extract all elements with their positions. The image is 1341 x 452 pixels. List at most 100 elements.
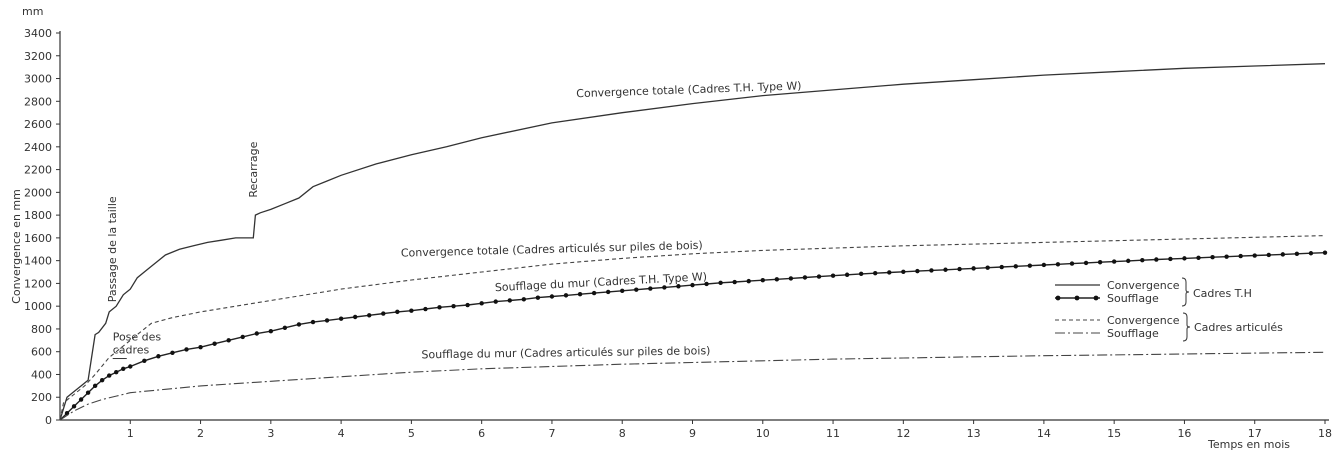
y-tick-label: 1200 — [24, 277, 52, 290]
series-point-2 — [352, 314, 358, 320]
series-point-2 — [690, 282, 695, 288]
series-point-2 — [648, 286, 653, 291]
series-point-2 — [451, 303, 456, 309]
legend-dot — [1093, 295, 1099, 301]
y-unit-label: mm — [22, 5, 43, 18]
series-point-2 — [198, 344, 203, 350]
series-point-2 — [605, 289, 611, 295]
series-point-2 — [1013, 264, 1018, 269]
series-point-2 — [240, 334, 245, 340]
series-point-2 — [507, 298, 512, 303]
series-point-2 — [887, 270, 892, 275]
y-tick-label: 1800 — [24, 209, 52, 222]
series-point-2 — [844, 272, 850, 277]
y-tick-label: 3400 — [24, 27, 52, 40]
series-point-2 — [296, 322, 302, 327]
x-tick-label: 14 — [1037, 427, 1051, 440]
series-point-2 — [1140, 257, 1145, 263]
series-point-2 — [1308, 251, 1314, 256]
series-point-2 — [788, 276, 794, 281]
series-point-2 — [381, 311, 386, 316]
series-point-2 — [999, 264, 1004, 270]
annotation-line: Pose des — [113, 330, 162, 343]
y-tick-label: 2200 — [24, 164, 52, 177]
series-line-0 — [59, 63, 1326, 421]
series-point-2 — [577, 292, 583, 297]
legend-group-art: Cadres articulés — [1194, 321, 1283, 334]
series-point-2 — [1280, 252, 1286, 257]
y-tick-label: 1400 — [24, 255, 52, 268]
x-tick-label: 18 — [1318, 427, 1332, 440]
series-point-2 — [212, 341, 217, 346]
series-point-2 — [170, 350, 175, 356]
x-tick-label: 7 — [548, 427, 555, 440]
annotation-lbl_souf_art: Soufflage du mur (Cadres articulés sur p… — [421, 344, 710, 361]
series-point-2 — [1069, 261, 1075, 266]
y-tick-label: 3000 — [24, 73, 52, 86]
series-point-2 — [367, 313, 372, 318]
series-point-2 — [873, 270, 878, 276]
y-tick-label: 400 — [31, 368, 52, 381]
series-point-2 — [106, 373, 112, 378]
series-point-2 — [85, 390, 91, 395]
series-point-2 — [732, 279, 737, 285]
series-line-1 — [59, 235, 1326, 421]
y-tick-label: 800 — [31, 323, 52, 336]
series-point-2 — [802, 275, 808, 280]
axes — [59, 31, 1329, 421]
series-point-2 — [1238, 253, 1243, 259]
series-point-2 — [746, 278, 751, 284]
x-tick-label: 2 — [197, 427, 204, 440]
legend-label-3: Soufflage — [1107, 327, 1159, 340]
series-point-2 — [142, 358, 147, 364]
legend: ConvergenceSoufflageConvergenceSoufflage… — [1055, 277, 1283, 342]
legend-label-0: Convergence — [1107, 279, 1180, 292]
series-point-2 — [1168, 256, 1173, 262]
series-point-2 — [929, 268, 934, 273]
x-tick-label: 8 — [619, 427, 626, 440]
series-point-2 — [620, 288, 625, 294]
y-tick-label: 2400 — [24, 141, 52, 154]
series-point-2 — [1196, 255, 1201, 261]
series-point-2 — [830, 273, 836, 278]
series-point-2 — [1041, 262, 1047, 268]
series-point-2 — [957, 266, 962, 272]
series-point-2 — [1154, 257, 1159, 262]
series-point-2 — [1224, 254, 1229, 259]
series-point-2 — [71, 404, 77, 409]
series-point-2 — [1055, 262, 1061, 267]
series-point-2 — [114, 369, 119, 375]
series-point-2 — [156, 354, 161, 359]
annotation-lbl_souf_th: Soufflage du mur (Cadres T.H. Type W) — [495, 270, 708, 294]
series-point-2 — [985, 265, 990, 270]
annotations: Passage de la taille Recarrage Pose des cad… — [106, 79, 802, 361]
series-point-2 — [1182, 256, 1187, 261]
series-point-2 — [704, 281, 709, 287]
y-tick-label: 2800 — [24, 95, 52, 108]
series-point-2 — [816, 274, 822, 279]
series-point-2 — [591, 290, 597, 296]
y-tick-label: 2000 — [24, 186, 52, 199]
series-point-2 — [521, 297, 527, 302]
series-point-2 — [338, 316, 344, 321]
x-tick-label: 5 — [408, 427, 415, 440]
legend-brace — [1181, 277, 1190, 307]
y-tick-label: 0 — [45, 414, 52, 427]
x-tick-label: 13 — [967, 427, 981, 440]
y-tick-label: 1600 — [24, 232, 52, 245]
series-point-2 — [92, 383, 98, 389]
series-point-2 — [718, 280, 723, 286]
series-point-2 — [395, 309, 400, 315]
series-line-3 — [59, 351, 1326, 421]
x-tick-label: 11 — [826, 427, 840, 440]
x-tick-label: 1 — [127, 427, 134, 440]
series-point-2 — [1126, 258, 1131, 264]
series-point-2 — [634, 287, 639, 292]
x-tick-label: 12 — [896, 427, 910, 440]
series-point-2 — [99, 377, 105, 383]
x-tick-label: 3 — [267, 427, 274, 440]
series-point-2 — [1252, 253, 1257, 258]
x-tick-label: 10 — [756, 427, 770, 440]
x-axis-title: Temps en mois — [1207, 438, 1290, 451]
series-point-2 — [563, 293, 569, 298]
